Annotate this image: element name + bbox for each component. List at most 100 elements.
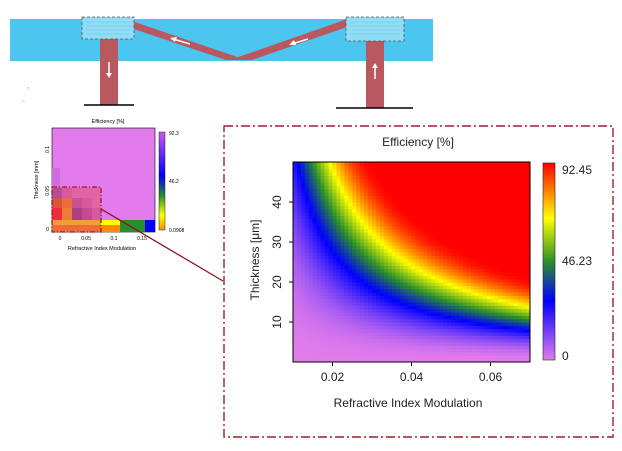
heatmap-cell (379, 222, 385, 226)
heatmap-cell (518, 305, 523, 310)
heatmap-cell (399, 205, 405, 210)
heatmap-cell (522, 225, 527, 230)
heatmap-cell (502, 335, 507, 340)
heatmap-cell (312, 318, 318, 323)
heatmap-cell (407, 275, 413, 280)
heatmap-cell (526, 245, 530, 250)
heatmap-cell (486, 175, 492, 180)
heatmap-cell (372, 358, 377, 362)
heatmap-cell (387, 188, 393, 193)
heatmap-cell (391, 292, 397, 296)
heatmap-cell (447, 192, 452, 196)
heatmap-cell (451, 245, 456, 250)
heatmap-cell (514, 302, 519, 306)
heatmap-cell (379, 292, 385, 296)
heatmap-cell (427, 348, 432, 353)
heatmap-cell (344, 332, 349, 336)
heatmap-cell (439, 295, 444, 300)
heatmap-cell (372, 208, 377, 213)
heatmap-cell (383, 162, 389, 166)
heatmap-cell (395, 268, 401, 273)
heatmap-cell (435, 332, 440, 336)
heatmap-cell (312, 188, 318, 193)
heatmap-cell (415, 215, 420, 220)
heatmap-cell (364, 305, 369, 310)
heatmap-cell (293, 352, 298, 356)
heatmap-cell (293, 338, 298, 343)
heatmap-cell (360, 292, 365, 296)
heatmap-cell (407, 355, 413, 360)
heatmap-cell (403, 278, 409, 283)
heatmap-cell (522, 252, 527, 256)
heatmap-cell (364, 295, 369, 300)
heatmap-cell (372, 225, 377, 230)
heatmap-cell (320, 172, 326, 176)
heatmap-cell (316, 168, 322, 173)
heatmap-cell (474, 212, 480, 216)
heatmap-cell (332, 328, 338, 333)
heatmap-cell (411, 168, 417, 173)
heatmap-cell (419, 188, 424, 193)
heatmap-cell (423, 232, 428, 236)
heatmap-cell (328, 238, 334, 243)
zoom-connector (100, 208, 224, 282)
heatmap-cell (316, 162, 322, 166)
heatmap-cell (368, 238, 373, 243)
heatmap-cell (462, 318, 468, 323)
heatmap-cell (300, 218, 306, 223)
heatmap-cell (340, 342, 345, 346)
heatmap-cell (399, 178, 405, 183)
heatmap-cell (348, 282, 353, 286)
heatmap-cell (399, 342, 405, 346)
heatmap-cell (514, 205, 519, 210)
heatmap-cell (427, 272, 432, 276)
heatmap-cell (522, 192, 527, 196)
heatmap-cell (360, 175, 365, 180)
heatmap-cell (502, 245, 507, 250)
heatmap-cell (466, 252, 472, 256)
heatmap-cell (431, 295, 436, 300)
heatmap-cell (526, 342, 530, 346)
heatmap-cell (514, 315, 519, 320)
heatmap-cell (379, 202, 385, 206)
heatmap-cell (466, 328, 472, 333)
heatmap-cell (490, 235, 496, 240)
heatmap-cell (395, 235, 401, 240)
heatmap-cell (454, 245, 460, 250)
heatmap-cell (387, 278, 393, 283)
heatmap-cell (411, 208, 417, 213)
heatmap-cell (478, 345, 484, 350)
heatmap-cell (447, 265, 452, 270)
heatmap-cell (447, 358, 452, 362)
heatmap-cell (348, 168, 353, 173)
heatmap-cell (360, 302, 365, 306)
heatmap-cell (423, 225, 428, 230)
heatmap-cell (316, 308, 322, 313)
heatmap-cell (454, 218, 460, 223)
heatmap-cell (427, 315, 432, 320)
heatmap-cell (415, 298, 420, 303)
heatmap-cell (486, 292, 492, 296)
heatmap-cell (300, 245, 306, 250)
heatmap-cell (478, 325, 484, 330)
heatmap-cell (304, 192, 310, 196)
heatmap-cell (451, 305, 456, 310)
heatmap-cell (462, 288, 468, 293)
heatmap-cell (486, 162, 492, 166)
heatmap-cell (490, 315, 496, 320)
heatmap-cell (454, 262, 460, 266)
heatmap-cell (518, 178, 523, 183)
heatmap-cell (348, 228, 353, 233)
heatmap-cell (478, 272, 484, 276)
heatmap-cell (372, 328, 377, 333)
heatmap-cell (395, 212, 401, 216)
heatmap-cell (506, 208, 511, 213)
heatmap-cell (522, 175, 527, 180)
heatmap-cell (312, 358, 318, 362)
heatmap-cell (510, 162, 515, 166)
heatmap-cell (454, 328, 460, 333)
heatmap-cell (403, 332, 409, 336)
heatmap-cell (328, 235, 334, 240)
heatmap-cell (372, 355, 377, 360)
heatmap-cell (494, 248, 499, 253)
